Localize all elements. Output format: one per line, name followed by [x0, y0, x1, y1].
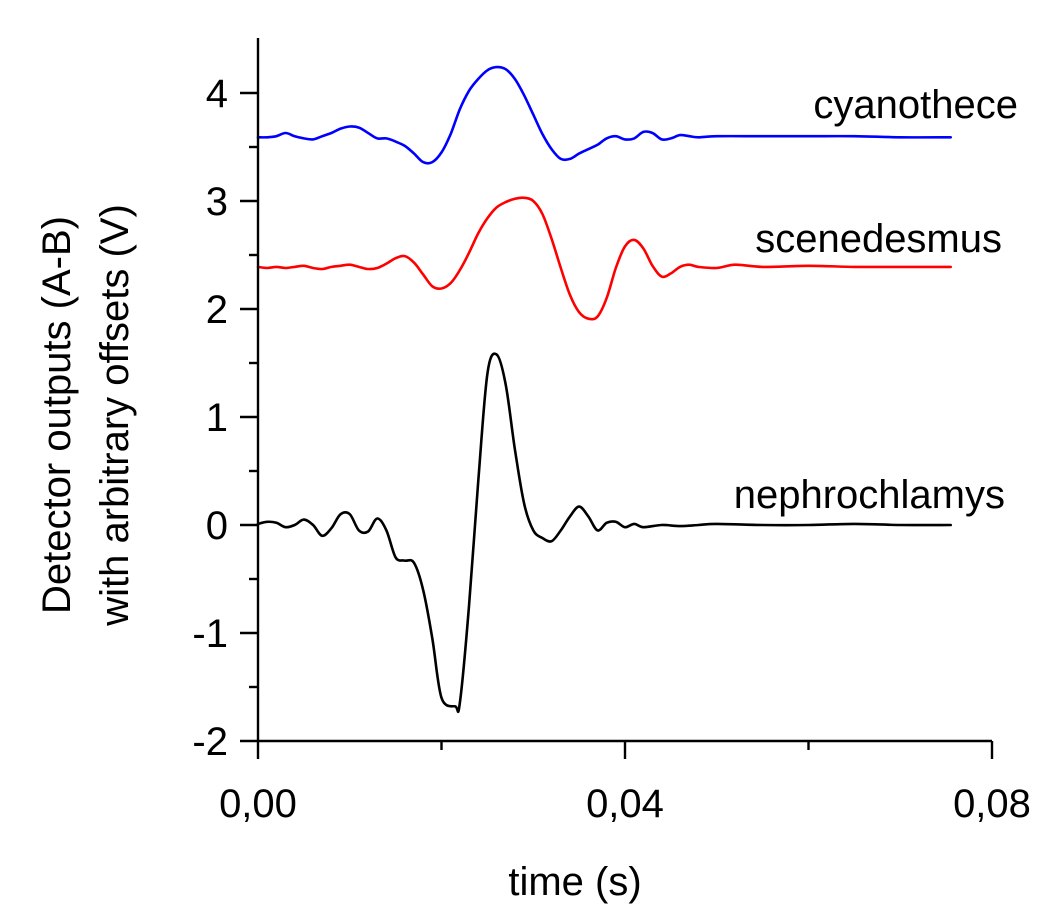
x-axis-title: time (s): [508, 860, 641, 904]
y-tick-label: -2: [192, 720, 228, 764]
series-label-cyanothece: cyanothece: [813, 83, 1018, 127]
y-tick-label: 4: [206, 72, 228, 116]
series-line-nephrochlamys: [256, 352, 952, 714]
y-tick-label: 0: [206, 504, 228, 548]
x-tick-label: 0,04: [586, 782, 664, 826]
plot-area: cyanothece scenedesmus nephrochlamys: [256, 65, 1018, 714]
series-label-scenedesmus: scenedesmus: [755, 217, 1002, 261]
series-line-scenedesmus: [256, 196, 952, 321]
series-line-cyanothece: [256, 65, 952, 165]
y-tick-label: -1: [192, 612, 228, 656]
axis-labels: time (s) Detector outputs (A-B) with arb…: [35, 204, 642, 904]
y-tick-label: 3: [206, 180, 228, 224]
y-axis-title-line2: with arbitrary offsets (V): [93, 204, 137, 627]
x-tick-label: 0,00: [219, 782, 297, 826]
x-tick-label: 0,08: [953, 782, 1031, 826]
y-axis-title-line1: Detector outputs (A-B): [35, 216, 79, 614]
series-label-nephrochlamys: nephrochlamys: [734, 473, 1005, 517]
y-tick-label: 2: [206, 288, 228, 332]
axes: -2 -1 0 1 2 3 4 0,00 0,04 0,08: [192, 38, 1031, 826]
y-tick-label: 1: [206, 396, 228, 440]
